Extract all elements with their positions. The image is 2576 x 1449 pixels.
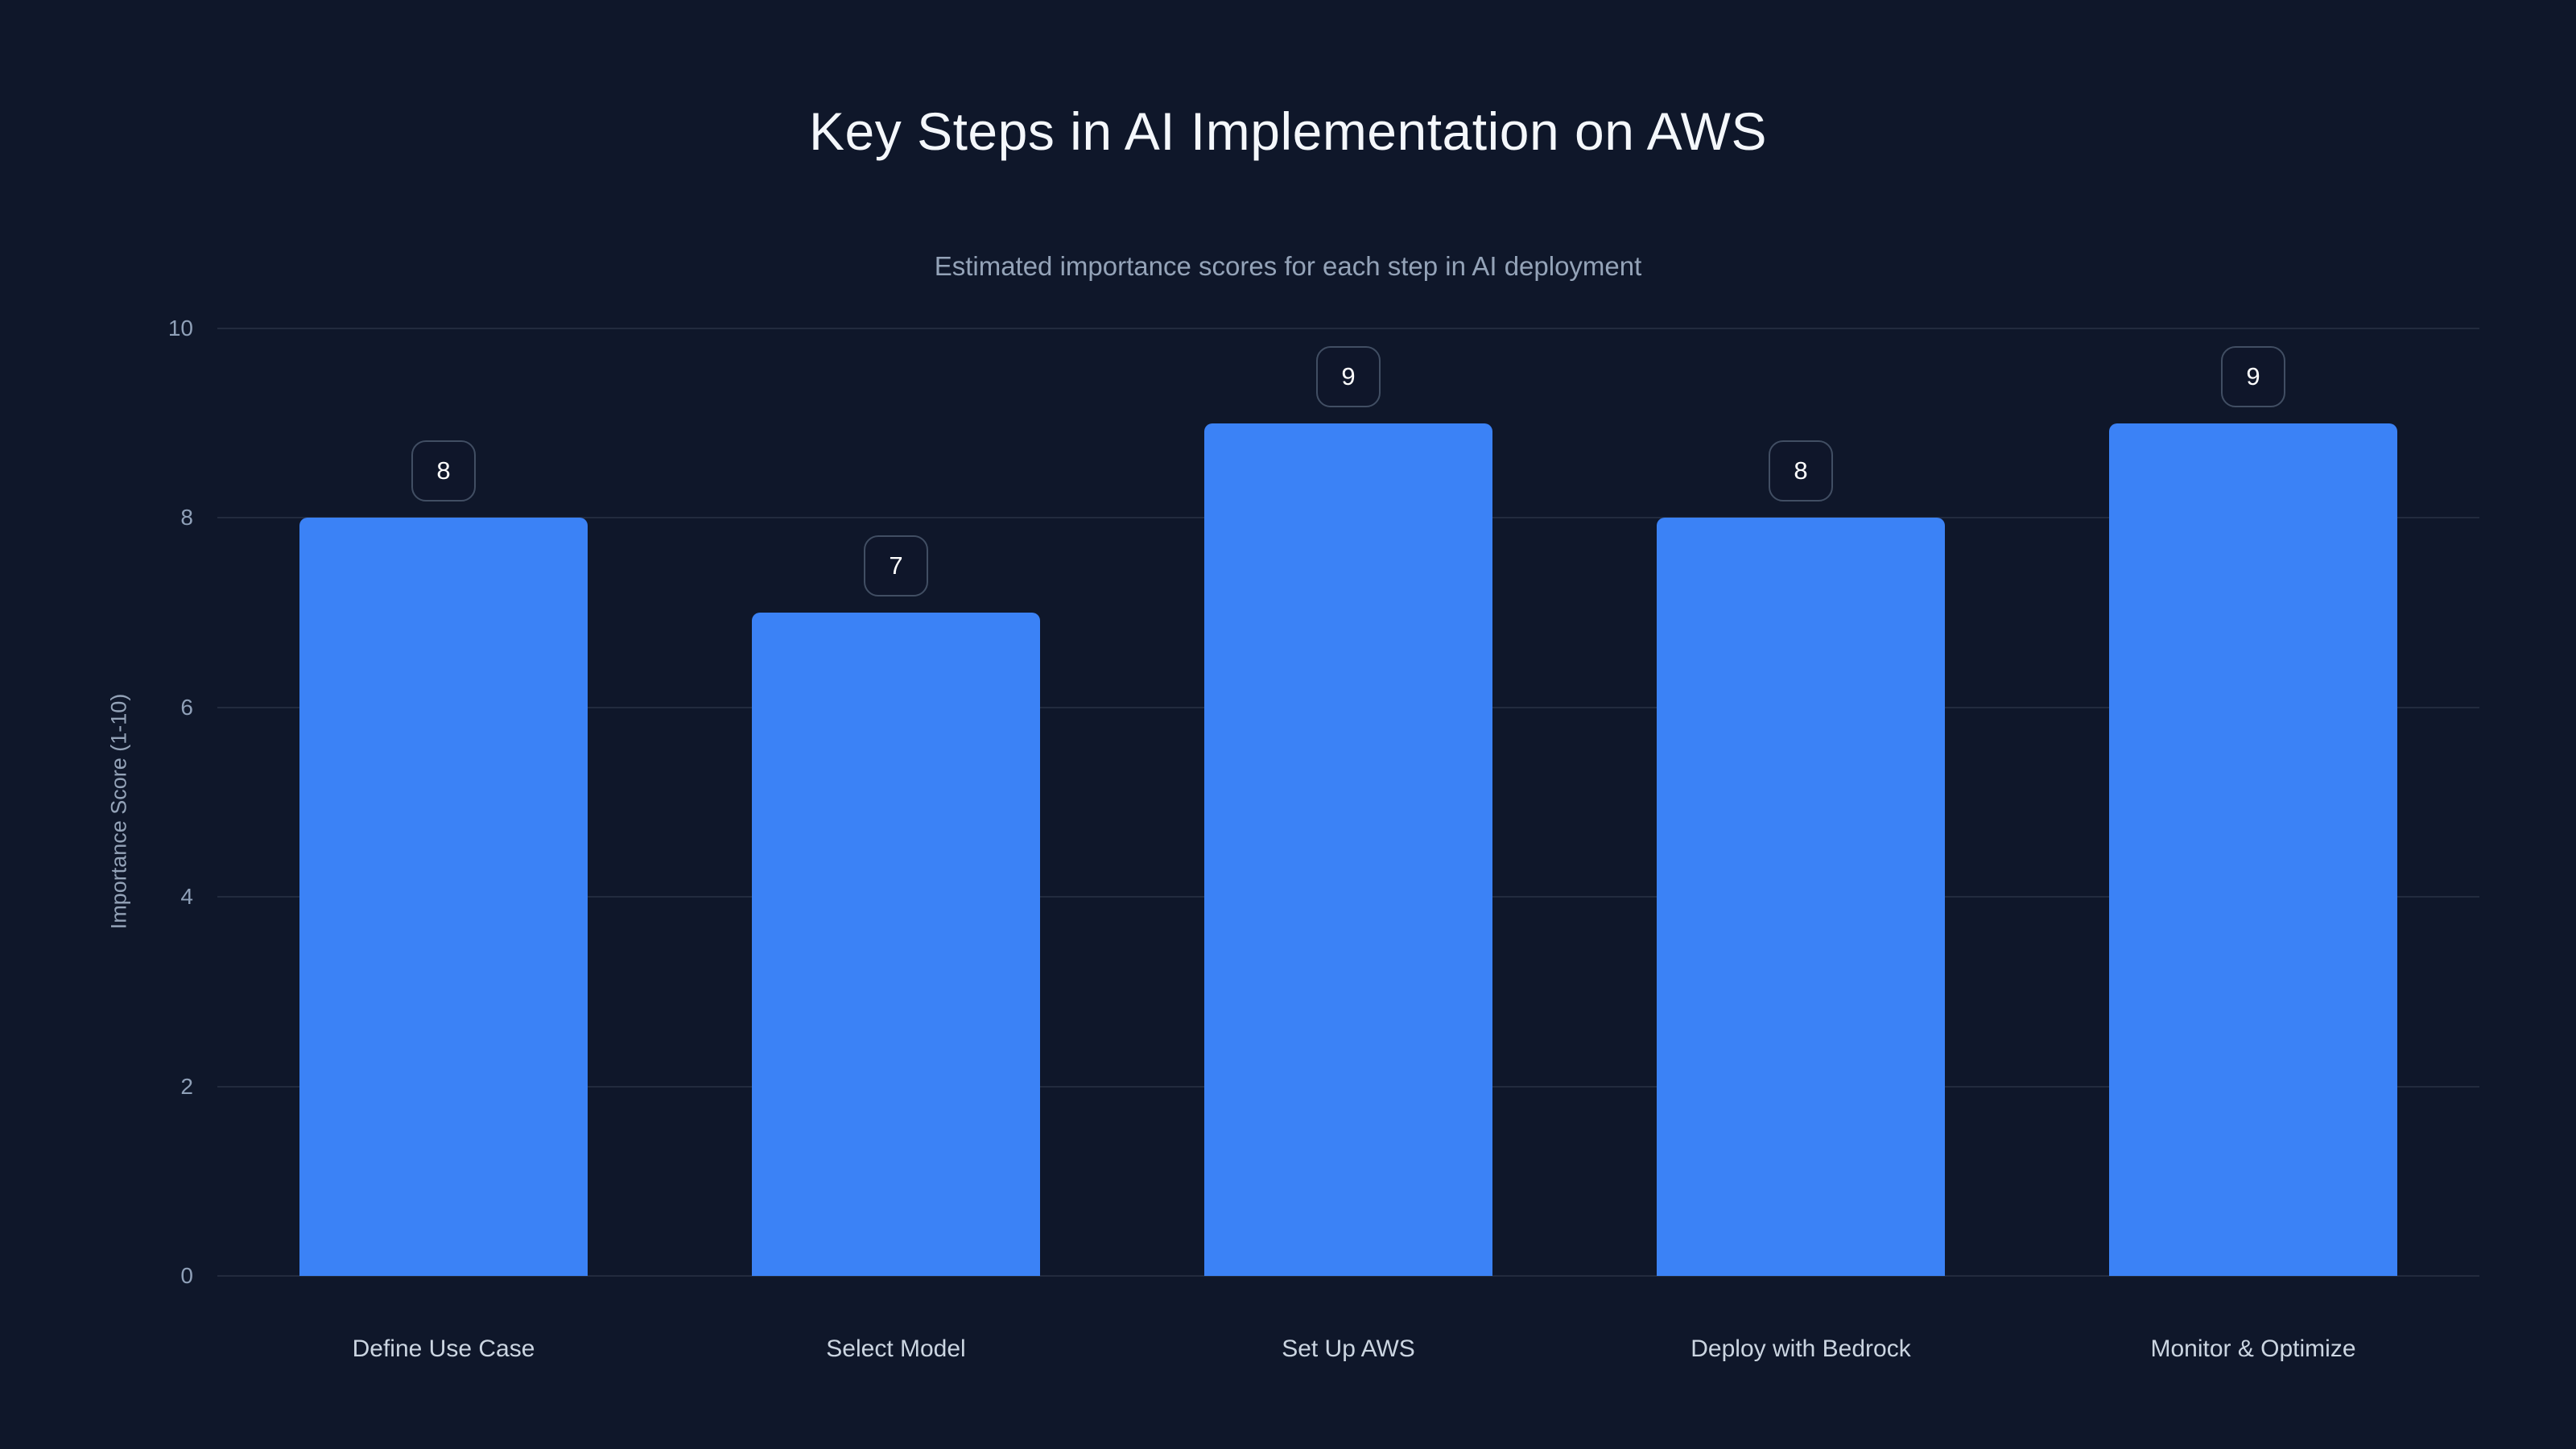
bar-set-up-aws[interactable] [1204, 423, 1492, 1276]
gridline-y-0 [217, 1275, 2479, 1277]
chart-subtitle: Estimated importance scores for each ste… [934, 251, 1642, 281]
bar-band-define-use-case: 8 [217, 328, 670, 1276]
value-label: 7 [889, 551, 903, 580]
bar-monitor-optimize[interactable] [2109, 423, 2397, 1276]
x-axis-label-select-model: Select Model [826, 1335, 966, 1362]
chart-title: Key Steps in AI Implementation on AWS [809, 101, 1767, 161]
x-axis-label-deploy-with-bedrock: Deploy with Bedrock [1690, 1335, 1911, 1362]
value-label: 9 [2246, 362, 2260, 390]
gridline-y-10 [217, 328, 2479, 329]
value-badge-select-model: 7 [864, 535, 928, 597]
bar-define-use-case[interactable] [299, 518, 588, 1276]
y-tick-label-0: 0 [180, 1263, 193, 1288]
plot-area: 8 7 9 8 9 [217, 328, 2479, 1277]
value-label: 9 [1341, 362, 1356, 390]
value-badge-define-use-case: 8 [411, 440, 476, 502]
y-tick-label-10: 10 [167, 316, 193, 341]
bar-select-model[interactable] [752, 613, 1040, 1276]
bar-band-set-up-aws: 9 [1122, 328, 1575, 1276]
y-tick-label-2: 2 [180, 1073, 193, 1099]
x-axis-label-monitor-optimize: Monitor & Optimize [2150, 1335, 2356, 1362]
value-badge-monitor-optimize: 9 [2221, 346, 2285, 407]
y-tick-label-8: 8 [180, 505, 193, 530]
value-badge-set-up-aws: 9 [1316, 346, 1381, 407]
value-label: 8 [436, 456, 451, 485]
bar-band-deploy-with-bedrock: 8 [1575, 328, 2027, 1276]
value-label: 8 [1794, 456, 1808, 485]
bar-deploy-with-bedrock[interactable] [1657, 518, 1945, 1276]
y-tick-label-4: 4 [180, 884, 193, 910]
bar-band-select-model: 7 [670, 328, 1122, 1276]
value-badge-deploy-with-bedrock: 8 [1769, 440, 1833, 502]
bar-band-monitor-optimize: 9 [2027, 328, 2479, 1276]
x-axis-label-set-up-aws: Set Up AWS [1282, 1335, 1415, 1362]
x-axis-label-define-use-case: Define Use Case [352, 1335, 535, 1362]
y-tick-label-6: 6 [180, 694, 193, 720]
